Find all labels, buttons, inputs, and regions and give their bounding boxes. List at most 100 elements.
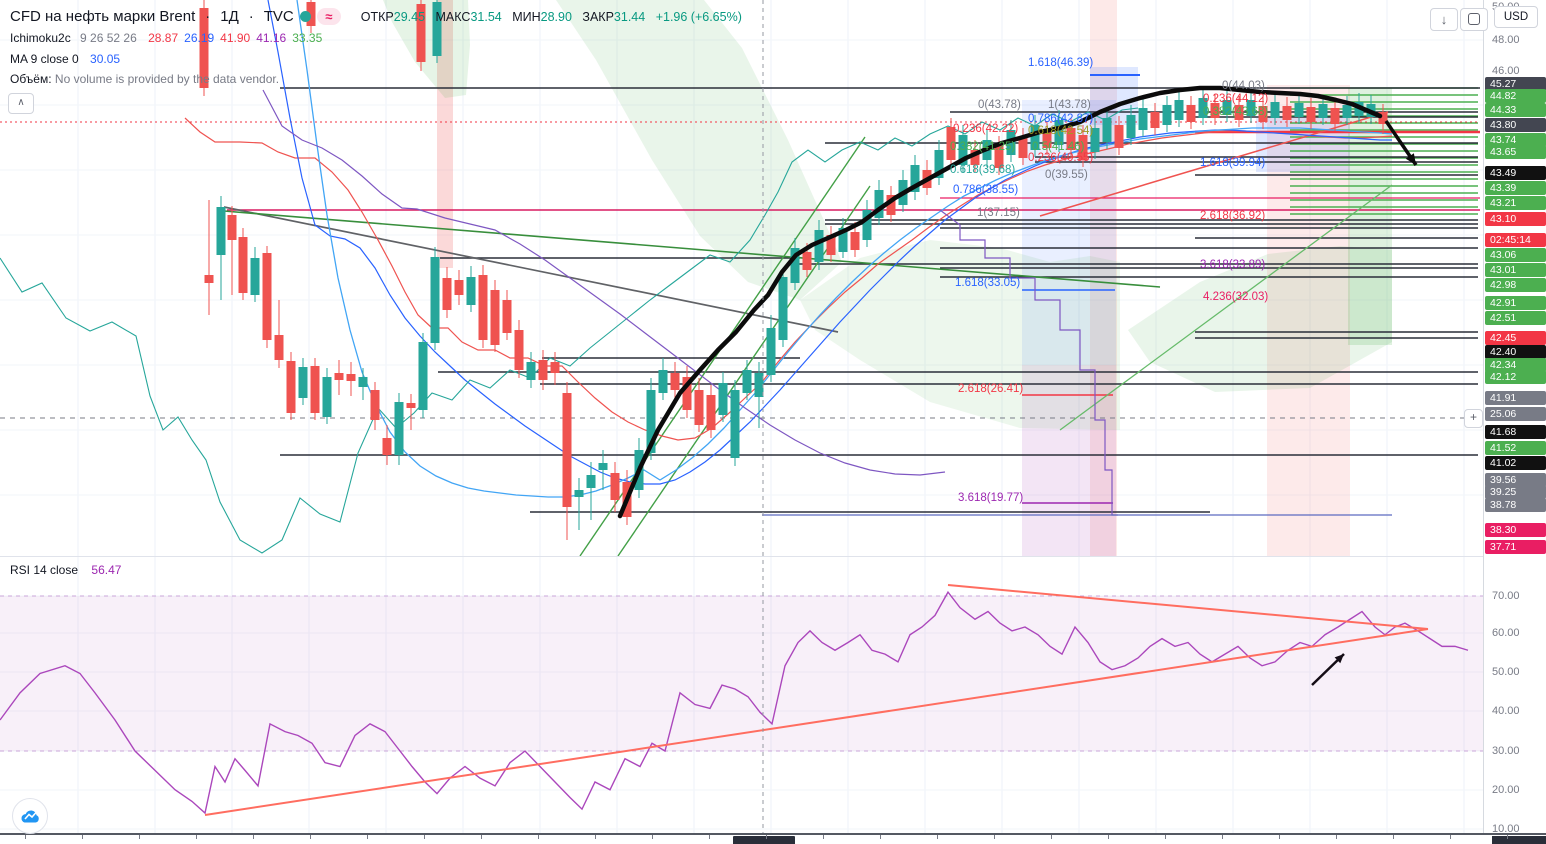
price-label-badge: 43.65 [1485, 145, 1546, 159]
exchange-label[interactable]: TVC [263, 8, 294, 25]
ohlc-row: ОТКР29.45 МАКС31.54 МИН28.90 ЗАКР31.44 +… [360, 9, 742, 24]
price-label-badge: 43.21 [1485, 196, 1546, 210]
time-tick [994, 835, 995, 839]
svg-text:3.618(19.77): 3.618(19.77) [958, 492, 1023, 504]
time-tick [766, 835, 767, 839]
ichimoku-legend[interactable]: Ichimoku2c 9 26 52 26 28.87 26.19 41.90 41.… [10, 31, 328, 45]
fibonacci-labels: 1.618(46.39)0(43.78) 1(43.78)0(44.03)0.23… [950, 57, 1268, 504]
currency-button[interactable]: USD [1494, 6, 1538, 28]
price-label-badge: 41.02 [1485, 456, 1546, 470]
svg-text:0.618(39.68): 0.618(39.68) [950, 164, 1015, 176]
axis-tick: 10.00 [1492, 823, 1520, 835]
svg-text:1.618(39.94): 1.618(39.94) [1200, 157, 1265, 169]
fullscreen-button[interactable] [1460, 8, 1488, 31]
price-label-badge: 25.06 [1485, 407, 1546, 421]
svg-text:0(43.78): 0(43.78) [978, 99, 1021, 111]
highlight-bands [437, 0, 1392, 557]
time-tick [1108, 835, 1109, 839]
collapse-legend-button[interactable]: ∧ [8, 93, 34, 114]
ichimoku-value: 41.90 [220, 31, 251, 45]
time-tick [538, 835, 539, 839]
pane-separator[interactable] [0, 556, 1483, 557]
svg-text:0.5(41.46): 0.5(41.46) [1032, 141, 1085, 153]
time-tick [937, 835, 938, 839]
tradingview-logo[interactable] [12, 798, 48, 834]
price-label-badge: 43.49 [1485, 166, 1546, 180]
svg-text:1.618(46.39): 1.618(46.39) [1028, 57, 1093, 69]
axis-tick: 48.00 [1492, 34, 1520, 46]
high-value: 31.54 [470, 9, 502, 24]
price-label-badge: 37.71 [1485, 540, 1546, 554]
time-tick [139, 835, 140, 839]
price-label-badge: 42.91 [1485, 296, 1546, 310]
fullscreen-icon [1468, 13, 1480, 25]
price-label-badge: 42.98 [1485, 278, 1546, 292]
time-tick [709, 835, 710, 839]
price-label-badge: 41.91 [1485, 391, 1546, 405]
ma-value: 30.05 [90, 52, 121, 66]
axis-corner-box [1492, 836, 1546, 844]
price-label-badge: 43.39 [1485, 181, 1546, 195]
ichimoku-value: 41.16 [256, 31, 287, 45]
ma-legend[interactable]: MA 9 close 0 30.05 [10, 52, 121, 66]
time-tick [25, 835, 26, 839]
crosshair-date-badge [733, 836, 795, 844]
arrow-annotations [1311, 120, 1418, 686]
open-value: 29.45 [393, 9, 426, 24]
price-label-badge: 42.34 [1485, 358, 1546, 372]
price-label-badge: 45.27 [1485, 77, 1546, 91]
separator: · [205, 8, 211, 25]
time-tick [424, 835, 425, 839]
interval-label[interactable]: 1Д [220, 8, 239, 25]
axis-plus-button[interactable]: + [1464, 409, 1483, 428]
time-axis[interactable] [0, 833, 1546, 844]
change-value: +1.96 (+6.65%) [655, 9, 742, 24]
axis-tick: 50.00 [1492, 666, 1520, 678]
similar-instruments-icon[interactable]: ≈ [316, 8, 341, 25]
price-axis[interactable]: 50.0048.0046.0070.0060.0050.0040.0030.00… [1483, 0, 1546, 835]
axis-tick: 46.00 [1492, 65, 1520, 77]
price-label-badge: 43.80 [1485, 118, 1546, 132]
time-tick [481, 835, 482, 839]
axis-tick: 30.00 [1492, 745, 1520, 757]
price-label-badge: 44.82 [1485, 89, 1546, 103]
time-tick [823, 835, 824, 839]
time-tick [1507, 835, 1508, 839]
ichimoku-value: 33.35 [292, 31, 323, 45]
svg-text:1(43.78): 1(43.78) [1048, 99, 1091, 111]
svg-text:0.786(38.55): 0.786(38.55) [953, 184, 1018, 196]
price-label-badge: 43.74 [1485, 133, 1546, 147]
svg-text:0.236(40.55): 0.236(40.55) [1028, 152, 1093, 164]
time-tick [1336, 835, 1337, 839]
svg-text:0.236(42.22): 0.236(42.22) [953, 123, 1018, 135]
time-tick [595, 835, 596, 839]
svg-text:0(39.55): 0(39.55) [1045, 169, 1088, 181]
ichimoku-value: 28.87 [148, 31, 179, 45]
close-value: 31.44 [613, 9, 646, 24]
market-status-icon[interactable] [299, 11, 311, 22]
time-tick [367, 835, 368, 839]
time-tick [310, 835, 311, 839]
svg-text:3.618(33.89): 3.618(33.89) [1200, 259, 1265, 271]
price-label-badge: 44.33 [1485, 103, 1546, 117]
svg-text:2.618(36.92): 2.618(36.92) [1200, 210, 1265, 222]
candlesticks [199, 0, 1388, 540]
price-label-badge: 42.12 [1485, 370, 1546, 384]
time-tick [1222, 835, 1223, 839]
price-label-badge: 43.06 [1485, 248, 1546, 262]
symbol-title[interactable]: CFD на нефть марки Brent [10, 8, 196, 25]
price-label-badge: 42.45 [1485, 331, 1546, 345]
trend-annotation-curve [617, 85, 1383, 519]
time-tick [652, 835, 653, 839]
volume-legend[interactable]: Объём: No volume is provided by the data… [10, 72, 280, 86]
price-label-badge: 39.56 [1485, 473, 1546, 487]
time-tick [1393, 835, 1394, 839]
time-tick [1279, 835, 1280, 839]
symbol-header: CFD на нефть марки Brent · 1Д · TVC ≈ ОТ… [10, 8, 749, 25]
time-tick [1165, 835, 1166, 839]
scroll-to-realtime-button[interactable]: ↓ [1430, 8, 1458, 31]
rsi-legend[interactable]: RSI 14 close 56.47 [10, 563, 122, 577]
svg-text:1.618(33.05): 1.618(33.05) [955, 277, 1020, 289]
